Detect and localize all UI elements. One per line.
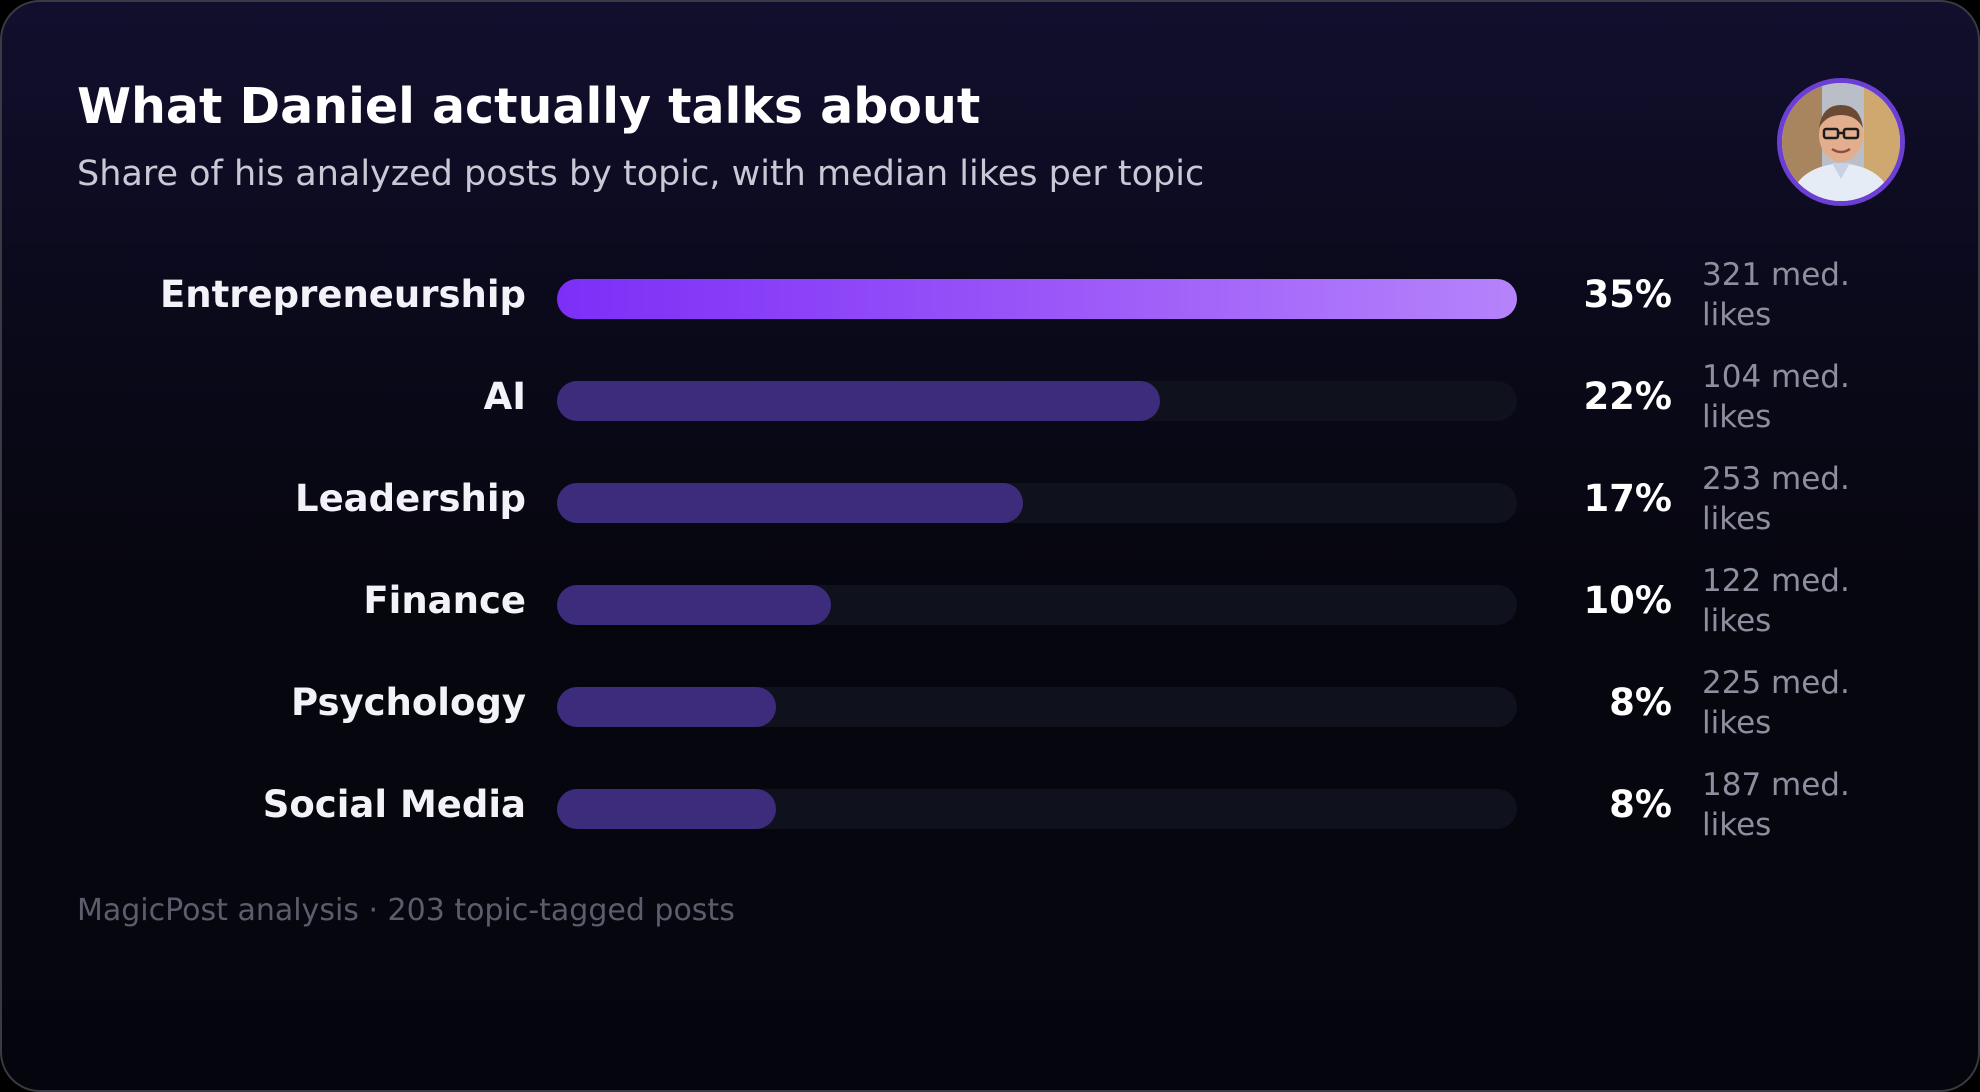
chart-row: Leadership 17% 253 med. likes — [2, 447, 1978, 551]
median-likes-label: 187 med. likes — [1702, 767, 1850, 843]
bar — [557, 279, 1517, 319]
percent-label: 8% — [1609, 681, 1672, 724]
category-label: Finance — [363, 579, 526, 622]
chart-row: AI 22% 104 med. likes — [2, 345, 1978, 449]
bar — [557, 789, 777, 829]
category-label: Psychology — [290, 681, 526, 724]
bar-track — [557, 483, 1517, 523]
median-likes-label: 253 med. likes — [1702, 461, 1850, 537]
percent-label: 22% — [1583, 375, 1672, 418]
bar-track — [557, 687, 1517, 727]
page-subtitle: Share of his analyzed posts by topic, wi… — [77, 154, 1205, 194]
percent-label: 17% — [1583, 477, 1672, 520]
median-likes-label: 122 med. likes — [1702, 563, 1850, 639]
avatar — [1777, 78, 1905, 206]
bar — [557, 381, 1161, 421]
category-label: Leadership — [295, 477, 526, 520]
category-label: Entrepreneurship — [159, 273, 526, 316]
bar-track — [557, 789, 1517, 829]
median-likes-label: 225 med. likes — [1702, 665, 1850, 741]
chart-row: Social Media 8% 187 med. likes — [2, 753, 1978, 857]
bar-track — [557, 279, 1517, 319]
category-label: AI — [483, 375, 526, 418]
chart-row: Finance 10% 122 med. likes — [2, 549, 1978, 653]
percent-label: 8% — [1609, 783, 1672, 826]
bar-track — [557, 381, 1517, 421]
chart-row: Psychology 8% 225 med. likes — [2, 651, 1978, 755]
bar — [557, 483, 1024, 523]
page-title: What Daniel actually talks about — [77, 78, 981, 135]
chart-row: Entrepreneurship 35% 321 med. likes — [2, 243, 1978, 347]
percent-label: 35% — [1583, 273, 1672, 316]
bar — [557, 687, 777, 727]
bar-track — [557, 585, 1517, 625]
bar — [557, 585, 832, 625]
category-label: Social Media — [262, 783, 526, 826]
median-likes-label: 321 med. likes — [1702, 257, 1850, 333]
avatar-photo-icon — [1782, 83, 1900, 201]
percent-label: 10% — [1583, 579, 1672, 622]
footer-note: MagicPost analysis · 203 topic-tagged po… — [77, 893, 735, 928]
median-likes-label: 104 med. likes — [1702, 359, 1850, 435]
